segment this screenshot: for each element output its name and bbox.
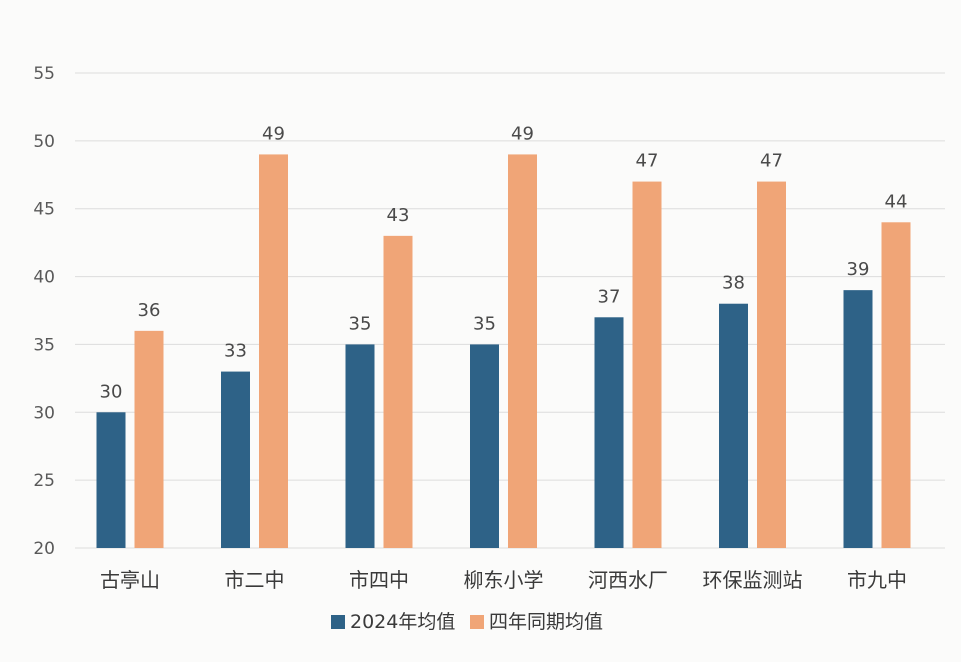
legend-label: 2024年均值 <box>350 611 455 633</box>
bar-four-year-mean <box>259 154 288 548</box>
y-tick-label: 40 <box>33 268 55 288</box>
data-label: 33 <box>224 341 247 362</box>
y-tick-label: 50 <box>33 132 55 152</box>
bar-four-year-mean <box>757 181 786 549</box>
bar-four-year-mean <box>508 154 537 548</box>
bar-four-year-mean <box>383 235 413 548</box>
x-axis-categories: 古亭山 市二中 市四中 柳东小学 河西水厂 环保监测站 市九中 <box>100 568 907 592</box>
legend-swatch <box>331 615 345 629</box>
category-label: 市四中 <box>349 568 409 592</box>
data-label: 43 <box>387 205 410 226</box>
bar-2024-mean <box>843 290 873 548</box>
category-label: 河西水厂 <box>588 568 668 592</box>
legend-swatch <box>470 615 484 629</box>
y-tick-label: 20 <box>33 539 55 559</box>
category-label: 市二中 <box>225 568 285 592</box>
bar-2024-mean <box>96 412 126 548</box>
bars <box>96 154 911 549</box>
category-label: 市九中 <box>847 568 907 592</box>
bar-2024-mean <box>470 344 499 548</box>
data-label: 44 <box>885 191 908 212</box>
category-label: 环保监测站 <box>703 568 803 592</box>
data-label: 36 <box>138 300 161 321</box>
y-axis-ticks: 20 25 30 35 40 45 50 55 <box>33 64 55 559</box>
bar-2024-mean <box>345 344 375 548</box>
bar-2024-mean <box>221 371 250 548</box>
legend-label: 四年同期均值 <box>489 611 603 633</box>
data-label: 47 <box>636 151 659 172</box>
bar-2024-mean <box>719 303 748 548</box>
data-label: 37 <box>598 286 621 307</box>
category-label: 古亭山 <box>100 568 160 592</box>
y-tick-label: 35 <box>33 335 55 355</box>
category-label: 柳东小学 <box>464 568 544 592</box>
bar-four-year-mean <box>632 181 662 549</box>
bar-four-year-mean <box>881 222 911 549</box>
data-label: 49 <box>511 123 534 144</box>
y-tick-label: 45 <box>33 200 55 220</box>
data-label: 39 <box>847 259 870 280</box>
data-label: 49 <box>262 123 285 144</box>
bar-2024-mean <box>594 317 624 548</box>
data-label: 35 <box>473 313 496 334</box>
bar-four-year-mean <box>134 330 164 548</box>
y-tick-label: 30 <box>33 403 55 423</box>
data-label: 30 <box>100 381 123 402</box>
y-tick-label: 55 <box>33 64 55 84</box>
data-label: 47 <box>760 151 783 172</box>
legend: 2024年均值 四年同期均值 <box>331 611 603 633</box>
data-label: 38 <box>722 273 745 294</box>
data-label: 35 <box>349 313 372 334</box>
y-tick-label: 25 <box>33 471 55 491</box>
data-labels: 30 36 33 49 35 43 35 49 37 47 38 47 39 44 <box>100 123 908 402</box>
